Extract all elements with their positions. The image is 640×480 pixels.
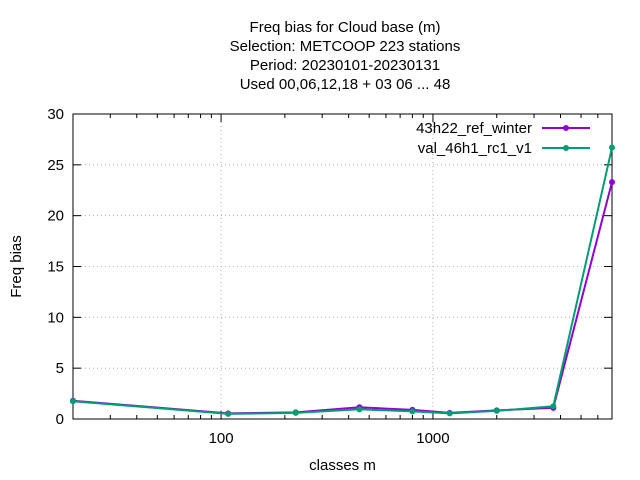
y-tick-label: 10	[47, 309, 64, 326]
data-point	[493, 407, 500, 414]
series-line	[72, 147, 613, 415]
plot-frame	[72, 113, 613, 420]
data-point	[225, 410, 232, 417]
data-point	[446, 410, 453, 417]
data-point	[550, 403, 557, 410]
y-axis-label: Freq bias	[8, 235, 25, 298]
y-axis: 0 5 10 15 20 25 30	[47, 106, 612, 428]
title-line: Freq bias for Cloud base (m)	[250, 19, 441, 36]
y-tick-label: 0	[56, 411, 64, 428]
y-tick-label: 5	[56, 360, 64, 377]
title-line: Period: 20230101-20230131	[250, 57, 440, 74]
x-tick-label: 1000	[416, 430, 449, 447]
legend-marker	[563, 125, 569, 131]
data-point	[409, 408, 416, 415]
grid-lines	[73, 114, 612, 419]
data-point	[292, 409, 299, 416]
y-tick-label: 30	[47, 106, 64, 123]
series-group	[70, 144, 615, 417]
series-0	[70, 179, 615, 417]
x-tick-label: 100	[209, 430, 234, 447]
series-line	[72, 181, 613, 415]
data-point	[609, 179, 615, 186]
series-1	[70, 144, 615, 417]
y-tick-label: 20	[47, 208, 64, 225]
title-line: Selection: METCOOP 223 stations	[230, 38, 461, 55]
legend-label: 43h22_ref_winter	[416, 120, 532, 137]
chart-title: Freq bias for Cloud base (m) Selection: M…	[230, 19, 461, 93]
y-tick-label: 15	[47, 259, 64, 276]
data-point	[356, 406, 363, 413]
data-point	[609, 144, 615, 151]
data-point	[70, 398, 76, 405]
title-line: Used 00,06,12,18 + 03 06 ... 48	[240, 76, 451, 93]
legend-label: val_46h1_rc1_v1	[418, 140, 532, 157]
legend-marker	[563, 145, 569, 151]
legend: 43h22_ref_winter val_46h1_rc1_v1	[416, 120, 590, 157]
x-axis-label: classes m	[309, 457, 376, 474]
x-axis: 100 1000	[109, 114, 599, 447]
y-tick-label: 25	[47, 157, 64, 174]
